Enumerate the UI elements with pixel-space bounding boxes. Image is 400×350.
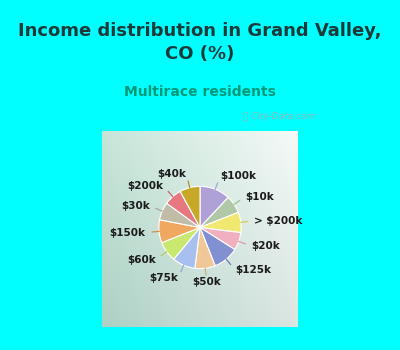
Wedge shape — [160, 203, 200, 228]
Wedge shape — [200, 197, 238, 228]
Wedge shape — [200, 228, 241, 250]
Text: $40k: $40k — [158, 169, 186, 179]
Text: $30k: $30k — [121, 201, 150, 211]
Text: ⓘ City-Data.com: ⓘ City-Data.com — [243, 112, 315, 121]
Text: $125k: $125k — [235, 265, 271, 275]
Text: $10k: $10k — [245, 192, 274, 202]
Text: $20k: $20k — [252, 241, 280, 251]
Text: Income distribution in Grand Valley,
CO (%): Income distribution in Grand Valley, CO … — [18, 22, 382, 63]
Text: $60k: $60k — [127, 255, 156, 265]
Text: $200k: $200k — [128, 181, 164, 191]
Text: Multirace residents: Multirace residents — [124, 85, 276, 99]
Wedge shape — [200, 212, 241, 233]
Wedge shape — [159, 220, 200, 243]
Wedge shape — [200, 228, 235, 266]
Text: $150k: $150k — [109, 228, 145, 238]
Wedge shape — [162, 228, 200, 259]
Text: > $200k: > $200k — [254, 216, 303, 226]
Wedge shape — [167, 191, 200, 228]
Wedge shape — [180, 186, 200, 228]
Wedge shape — [174, 228, 200, 268]
Text: $100k: $100k — [220, 172, 256, 181]
Wedge shape — [195, 228, 215, 269]
Text: $75k: $75k — [149, 273, 178, 283]
Wedge shape — [200, 186, 228, 228]
Text: $50k: $50k — [192, 277, 221, 287]
